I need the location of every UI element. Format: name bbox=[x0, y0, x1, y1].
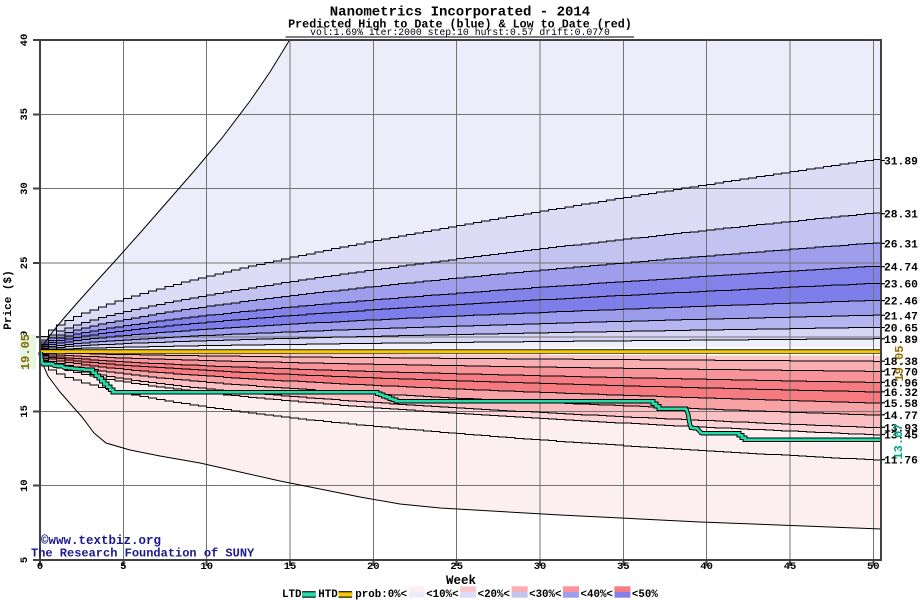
svg-text:vol:1.69% iter:2000 step:10 hu: vol:1.69% iter:2000 step:10 hurst:0.57 d… bbox=[310, 27, 610, 38]
svg-text:19.05: 19.05 bbox=[893, 345, 907, 381]
svg-text:15: 15 bbox=[19, 405, 31, 418]
svg-text:prob:0%<: prob:0%< bbox=[355, 589, 407, 600]
svg-text:35: 35 bbox=[617, 561, 630, 573]
svg-text:Predicted High to Date (blue): Predicted High to Date (blue) & Low to D… bbox=[288, 18, 632, 32]
svg-text:5: 5 bbox=[120, 561, 126, 573]
svg-text:<30%<: <30%< bbox=[529, 589, 561, 600]
svg-text:13.45: 13.45 bbox=[884, 431, 918, 443]
svg-text:16.32: 16.32 bbox=[884, 388, 918, 400]
svg-text:50: 50 bbox=[867, 561, 880, 573]
svg-text:24.74: 24.74 bbox=[884, 263, 918, 275]
svg-text:13.93: 13.93 bbox=[884, 423, 918, 435]
svg-text:0: 0 bbox=[37, 561, 43, 573]
svg-text:5: 5 bbox=[19, 557, 31, 563]
svg-text:14.77: 14.77 bbox=[884, 411, 918, 423]
svg-text:<20%<: <20%< bbox=[478, 589, 510, 600]
svg-text:19.05: 19.05 bbox=[19, 334, 33, 370]
svg-text:23.60: 23.60 bbox=[884, 280, 918, 292]
svg-text:45: 45 bbox=[784, 561, 797, 573]
svg-text:20.65: 20.65 bbox=[884, 324, 918, 336]
svg-text:<10%<: <10%< bbox=[426, 589, 458, 600]
svg-text:19.89: 19.89 bbox=[884, 335, 918, 347]
svg-text:15.58: 15.58 bbox=[884, 399, 918, 411]
svg-text:25: 25 bbox=[450, 561, 463, 573]
svg-text:26.31: 26.31 bbox=[884, 239, 918, 251]
svg-text:31.89: 31.89 bbox=[884, 157, 918, 169]
svg-text:15: 15 bbox=[284, 561, 297, 573]
svg-text:Nanometrics Incorporated - 201: Nanometrics Incorporated - 2014 bbox=[330, 5, 590, 21]
svg-text:25: 25 bbox=[19, 257, 31, 270]
svg-text:13.07: 13.07 bbox=[892, 423, 906, 459]
svg-text:10: 10 bbox=[19, 479, 31, 492]
svg-text:17.70: 17.70 bbox=[884, 367, 918, 379]
svg-text:40: 40 bbox=[700, 561, 713, 573]
svg-text:The Research Foundation of SUN: The Research Foundation of SUNY bbox=[31, 547, 255, 561]
svg-text:40: 40 bbox=[19, 34, 31, 47]
svg-text:22.46: 22.46 bbox=[884, 297, 918, 309]
svg-text:10: 10 bbox=[200, 561, 213, 573]
svg-text:20: 20 bbox=[367, 561, 380, 573]
svg-text:28.31: 28.31 bbox=[884, 210, 918, 222]
svg-text:21.47: 21.47 bbox=[884, 311, 918, 323]
svg-text:<40%<: <40%< bbox=[581, 589, 613, 600]
svg-text:11.76: 11.76 bbox=[884, 456, 918, 468]
svg-text:Week: Week bbox=[446, 574, 477, 588]
svg-text:<50%: <50% bbox=[632, 589, 658, 600]
svg-text:16.96: 16.96 bbox=[884, 378, 918, 390]
svg-text:LTD: LTD bbox=[282, 589, 302, 600]
svg-text:HTD: HTD bbox=[318, 589, 338, 600]
svg-text:Price ($): Price ($) bbox=[3, 270, 15, 329]
svg-text:35: 35 bbox=[19, 108, 31, 121]
svg-text:18.38: 18.38 bbox=[884, 357, 918, 369]
svg-text:30: 30 bbox=[534, 561, 547, 573]
svg-text:30: 30 bbox=[19, 182, 31, 195]
svg-text:©www.textbiz.org: ©www.textbiz.org bbox=[41, 534, 161, 548]
